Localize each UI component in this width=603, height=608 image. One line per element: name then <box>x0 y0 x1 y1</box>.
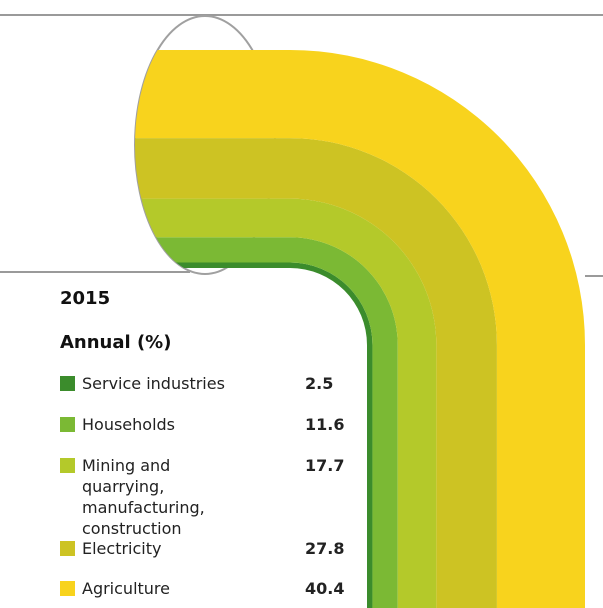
legend-value: 40.4 <box>305 579 345 598</box>
legend-swatch <box>60 458 75 473</box>
legend-label: Mining and quarrying, manufacturing, con… <box>82 456 205 538</box>
pipe-band <box>135 138 497 608</box>
legend-swatch <box>60 417 75 432</box>
legend-value: 17.7 <box>305 456 345 475</box>
pipe-band <box>135 198 437 608</box>
legend-label: Agriculture <box>82 579 170 598</box>
legend-value: 11.6 <box>305 415 345 434</box>
legend-title: 2015 <box>60 288 111 309</box>
pipe-band <box>135 237 398 608</box>
legend-label: Electricity <box>82 539 162 558</box>
legend-label: Service industries <box>82 374 225 393</box>
pipe-band <box>135 50 585 608</box>
legend-swatch <box>60 581 75 596</box>
legend-value: 27.8 <box>305 539 345 558</box>
pipe-bands <box>135 50 585 608</box>
legend-subtitle: Annual (%) <box>60 332 172 353</box>
legend-value: 2.5 <box>305 374 334 393</box>
legend-swatch <box>60 376 75 391</box>
legend-swatch <box>60 541 75 556</box>
legend-label: Households <box>82 415 176 434</box>
